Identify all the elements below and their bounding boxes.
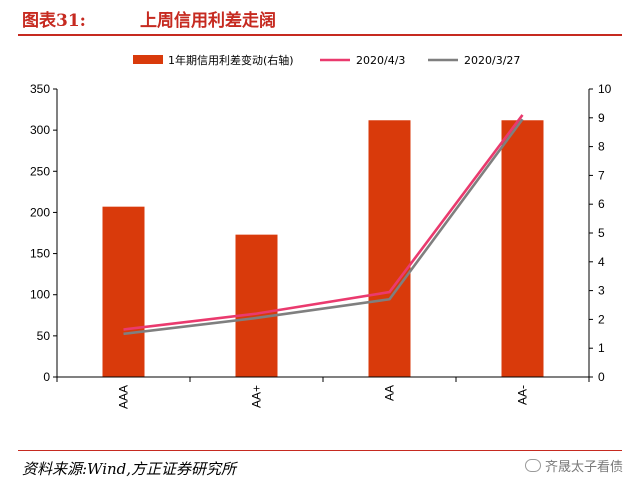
left-tick-label: 250: [30, 164, 50, 178]
figure-title: 上周信用利差走阔: [140, 11, 276, 31]
figure-header: 图表31: 上周信用利差走阔: [0, 0, 640, 36]
left-tick-label: 100: [30, 288, 50, 302]
right-tick-label: 6: [598, 197, 605, 211]
legend-label: 2020/3/27: [464, 54, 520, 67]
legend-label: 1年期信用利差变动(右轴): [168, 53, 294, 67]
header-divider: [18, 34, 622, 36]
bar-series: [102, 120, 544, 378]
x-tick-label: AA-: [516, 385, 530, 405]
watermark: 齐晟太子看债: [525, 456, 623, 475]
right-tick-label: 4: [598, 255, 605, 269]
right-tick-label: 0: [598, 370, 605, 384]
right-tick-label: 10: [598, 82, 612, 96]
series-line: [123, 114, 524, 331]
bar: [501, 120, 544, 378]
bar: [102, 206, 145, 377]
right-tick-label: 7: [598, 168, 605, 182]
left-y-axis: 0 50 100 150 200 250 300 350: [30, 82, 58, 384]
figure-label: 图表31:: [22, 11, 86, 31]
legend-label: 2020/4/3: [356, 54, 405, 67]
credit-spread-chart: 1年期信用利差变动(右轴) 2020/4/3 2020/3/27 050100150…: [30, 53, 612, 409]
left-tick-label: 150: [30, 247, 50, 261]
series-line: [123, 118, 524, 336]
source-note: 资料来源:Wind,方正证券研究所: [22, 460, 237, 478]
x-tick-label: AAA: [117, 385, 131, 409]
watermark-text: 齐晟太子看债: [545, 460, 624, 475]
left-tick-label: 200: [30, 205, 50, 219]
x-tick-label: AA+: [250, 385, 264, 408]
right-y-axis: 0 1 2 3 4 5 6 7 8 9 10: [588, 82, 612, 384]
line-series: [123, 114, 524, 336]
left-tick-label: 0: [43, 370, 50, 384]
left-tick-label: 300: [30, 123, 50, 137]
x-axis: AAA AA+ AA AA-: [56, 376, 590, 409]
left-tick-label: 50: [37, 329, 51, 343]
right-tick-label: 2: [598, 312, 605, 326]
legend-swatch: [133, 55, 163, 64]
legend: 1年期信用利差变动(右轴) 2020/4/3 2020/3/27: [133, 53, 520, 67]
footer-divider: [18, 450, 622, 451]
left-tick-label: 350: [30, 82, 50, 96]
wechat-icon: [525, 459, 541, 472]
right-tick-label: 8: [598, 140, 605, 154]
bar: [368, 120, 411, 378]
right-tick-label: 1: [598, 341, 605, 355]
right-tick-label: 3: [598, 284, 605, 298]
x-tick-label: AA: [383, 385, 397, 401]
right-tick-label: 5: [598, 226, 605, 240]
right-tick-label: 9: [598, 111, 605, 125]
bar: [235, 234, 278, 377]
